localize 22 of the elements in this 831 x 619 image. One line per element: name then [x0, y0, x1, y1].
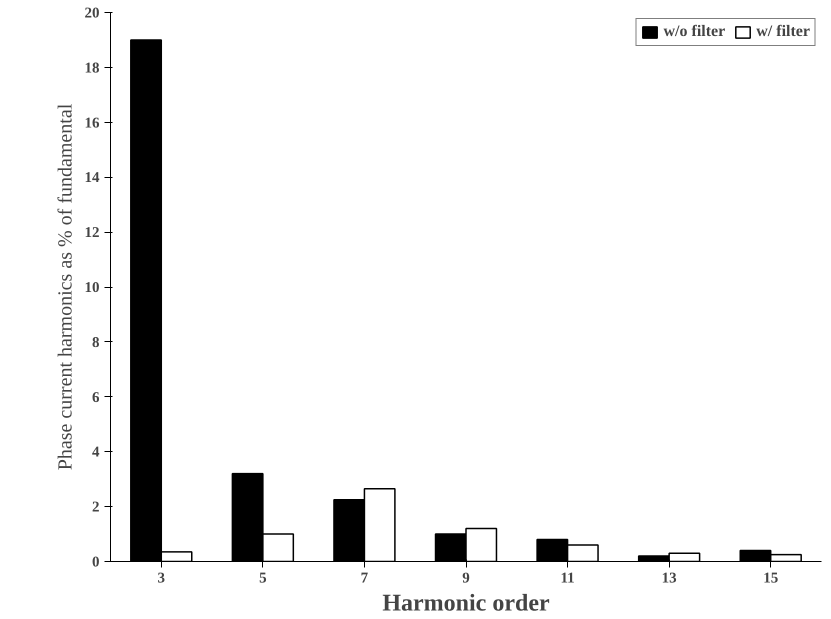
x-tick-label: 3	[158, 570, 166, 586]
x-tick-label: 5	[259, 570, 267, 586]
y-tick-label: 14	[84, 170, 100, 186]
y-tick-label: 16	[84, 115, 100, 132]
y-tick-label: 10	[84, 280, 100, 296]
y-tick-label: 12	[84, 225, 100, 242]
y-axis-title: Phase current harmonics as % of fundamental	[54, 103, 76, 470]
x-tick-label: 11	[560, 570, 575, 586]
y-tick-label: 8	[92, 334, 100, 351]
y-tick-label: 4	[92, 444, 100, 461]
x-tick-label: 9	[462, 570, 470, 586]
y-tick-label: 6	[92, 390, 100, 406]
x-axis-title: Harmonic order	[382, 590, 550, 616]
y-tick-label: 0	[92, 554, 100, 570]
y-tick-label: 18	[84, 60, 100, 76]
x-tick-label: 13	[662, 570, 677, 586]
y-tick-label: 2	[92, 500, 100, 516]
x-tick-label: 7	[360, 570, 369, 586]
legend-label: w/o filter	[664, 23, 726, 41]
x-tick-label: 15	[763, 570, 778, 586]
legend-label: w/ filter	[756, 23, 810, 41]
y-tick-label: 20	[84, 6, 100, 22]
